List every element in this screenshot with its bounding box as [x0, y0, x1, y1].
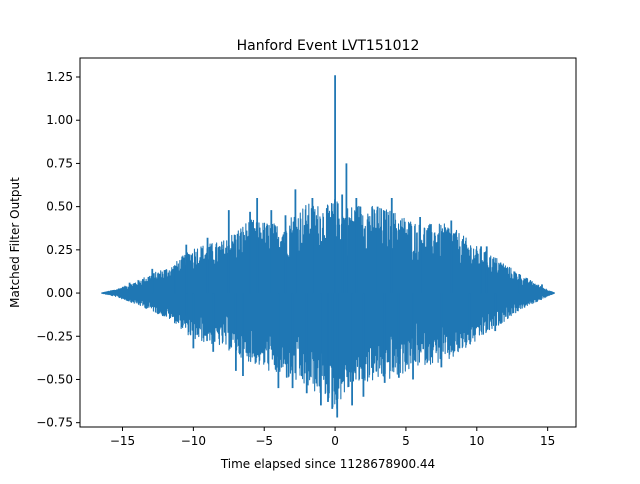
series-layer: [100, 75, 556, 418]
y-tick-label: 0.75: [46, 156, 73, 170]
y-tick-label: 1.00: [46, 113, 73, 127]
x-tick-label: −5: [255, 434, 273, 448]
y-tick-label: 1.25: [46, 70, 73, 84]
x-tick-label: 10: [469, 434, 484, 448]
x-tick-label: 0: [331, 434, 339, 448]
plot-area: [80, 58, 576, 427]
x-tick-label: 15: [540, 434, 555, 448]
axes-layer: −15 −10 −5 0 5 10 15 −0.75 −0.50 −0.25 0.00 0.25 0.5…: [36, 57, 577, 448]
axes-frame: [79, 57, 577, 428]
x-tick-label: −15: [110, 434, 135, 448]
x-tick-label: 5: [402, 434, 410, 448]
x-axis-label: Time elapsed since 1128678900.44: [220, 457, 435, 471]
y-tick-label: 0.50: [46, 200, 73, 214]
series-line-0: [100, 199, 556, 409]
y-tick-label: −0.25: [36, 329, 73, 343]
y-tick-label: 0.25: [46, 243, 73, 257]
y-tick-label: 0.00: [46, 286, 73, 300]
chart-title: Hanford Event LVT151012: [237, 38, 420, 54]
x-tick-label: −10: [181, 434, 206, 448]
y-tick-label: −0.75: [36, 416, 73, 430]
y-axis-label: Matched Filter Output: [8, 177, 22, 308]
y-tick-label: −0.50: [36, 372, 73, 386]
